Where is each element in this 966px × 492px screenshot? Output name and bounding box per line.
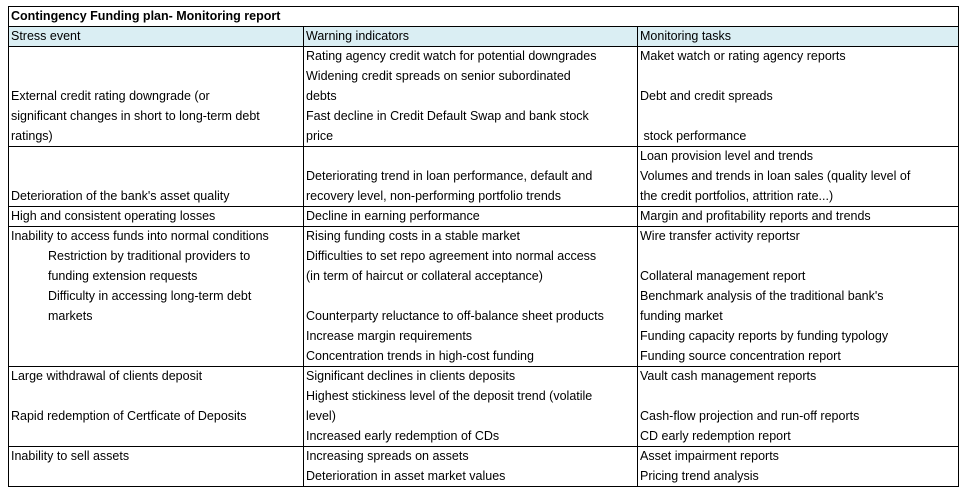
- border: [8, 46, 959, 47]
- row-border: [8, 446, 959, 447]
- cell-text: Maket watch or rating agency reports: [640, 49, 846, 63]
- cell-text: Significant declines in clients deposits: [306, 369, 516, 383]
- row-border: [8, 226, 959, 227]
- cell-text: funding market: [640, 309, 723, 323]
- column-border: [8, 26, 9, 487]
- cell-text: Wire transfer activity reportsr: [640, 229, 800, 243]
- cell-text: markets: [48, 309, 93, 323]
- cell-text: stock performance: [640, 129, 747, 143]
- cell-text: Deterioration of the bank's asset qualit…: [11, 189, 230, 203]
- cell-text: Restriction by traditional providers to: [48, 249, 251, 263]
- cell-text: level): [306, 409, 336, 423]
- cell-text: Increasing spreads on assets: [306, 449, 469, 463]
- row-border: [8, 486, 959, 487]
- cell-text: Deteriorating trend in loan performance,…: [306, 169, 593, 183]
- row-border: [8, 206, 959, 207]
- cell-text: Funding capacity reports by funding typo…: [640, 329, 889, 343]
- cell-text: Debt and credit spreads: [640, 89, 773, 103]
- cell-text: Concentration trends in high-cost fundin…: [306, 349, 534, 363]
- cell-text: Inability to sell assets: [11, 449, 130, 463]
- cell-text: CD early redemption report: [640, 429, 791, 443]
- cell-text: debts: [306, 89, 337, 103]
- cell-text: (in term of haircut or collateral accept…: [306, 269, 543, 283]
- cell-text: High and consistent operating losses: [11, 209, 216, 223]
- cell-text: Rating agency credit watch for potential…: [306, 49, 597, 63]
- cell-text: Cash-flow projection and run-off reports: [640, 409, 860, 423]
- row-border: [8, 146, 959, 147]
- column-header: Monitoring tasks: [640, 29, 732, 43]
- column-header: Warning indicators: [306, 29, 410, 43]
- cell-text: Collateral management report: [640, 269, 806, 283]
- cell-text: Decline in earning performance: [306, 209, 480, 223]
- cell-text: the credit portfolios, attrition rate...…: [640, 189, 834, 203]
- cell-text: Difficulties to set repo agreement into …: [306, 249, 597, 263]
- cell-text: Deterioration in asset market values: [306, 469, 506, 483]
- cell-text: Rising funding costs in a stable market: [306, 229, 520, 243]
- column-border: [637, 26, 638, 487]
- border: [8, 6, 9, 26]
- cell-text: significant changes in short to long-ter…: [11, 109, 260, 123]
- cell-text: recovery level, non-performing portfolio…: [306, 189, 561, 203]
- cell-text: Rapid redemption of Certficate of Deposi…: [11, 409, 247, 423]
- cell-text: External credit rating downgrade (or: [11, 89, 210, 103]
- cell-text: Funding source concentration report: [640, 349, 841, 363]
- cell-text: ratings): [11, 129, 53, 143]
- cell-text: Fast decline in Credit Default Swap and …: [306, 109, 589, 123]
- cell-text: Highest stickiness level of the deposit …: [306, 389, 593, 403]
- cell-text: Vault cash management reports: [640, 369, 817, 383]
- cell-text: Inability to access funds into normal co…: [11, 229, 269, 243]
- cell-text: Increased early redemption of CDs: [306, 429, 500, 443]
- column-header: Stress event: [11, 29, 81, 43]
- cell-text: Loan provision level and trends: [640, 149, 814, 163]
- cell-text: Increase margin requirements: [306, 329, 473, 343]
- cell-text: Difficulty in accessing long-term debt: [48, 289, 252, 303]
- title: Contingency Funding plan- Monitoring rep…: [11, 9, 281, 23]
- border: [958, 6, 959, 26]
- cell-text: Pricing trend analysis: [640, 469, 759, 483]
- cell-text: funding extension requests: [48, 269, 198, 283]
- cell-text: Volumes and trends in loan sales (qualit…: [640, 169, 911, 183]
- row-border: [8, 366, 959, 367]
- column-border: [958, 26, 959, 487]
- cell-text: Widening credit spreads on senior subord…: [306, 69, 571, 83]
- border: [8, 6, 959, 7]
- cell-text: Benchmark analysis of the traditional ba…: [640, 289, 884, 303]
- border: [8, 26, 959, 27]
- column-border: [303, 26, 304, 487]
- header-background: [8, 26, 958, 46]
- cell-text: Asset impairment reports: [640, 449, 779, 463]
- cell-text: Large withdrawal of clients deposit: [11, 369, 203, 383]
- cell-text: Counterparty reluctance to off-balance s…: [306, 309, 604, 323]
- cell-text: price: [306, 129, 334, 143]
- cell-text: Margin and profitability reports and tre…: [640, 209, 871, 223]
